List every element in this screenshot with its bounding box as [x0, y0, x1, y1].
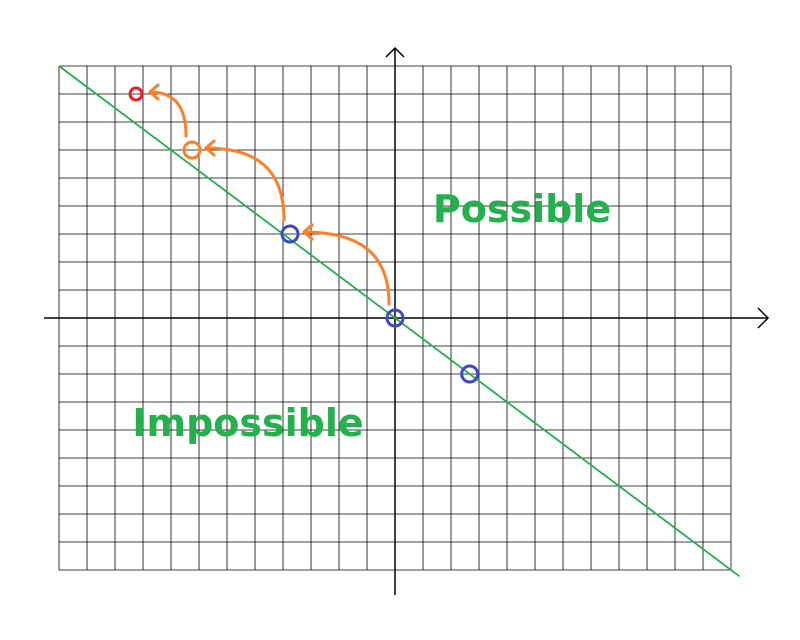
arrow-head: [148, 83, 160, 101]
blue-point: [385, 308, 405, 328]
x-axis-arrow: [757, 307, 770, 329]
axes: [44, 46, 770, 595]
arrow-head: [302, 223, 314, 241]
boundary-line: [58, 65, 740, 578]
arrow-curve: [204, 146, 286, 222]
points: [128, 86, 480, 384]
possible-label: Possible: [433, 187, 611, 231]
arrows: [148, 83, 391, 306]
blue-point: [460, 364, 480, 384]
arrow-head: [204, 139, 216, 157]
red-point: [128, 86, 144, 102]
blue-point: [280, 224, 300, 244]
impossible-label: Impossible: [132, 401, 363, 445]
y-axis-arrow: [385, 46, 405, 58]
arrow-curve: [302, 230, 391, 306]
orange-point: [182, 140, 202, 160]
arrow-curve: [148, 90, 188, 138]
